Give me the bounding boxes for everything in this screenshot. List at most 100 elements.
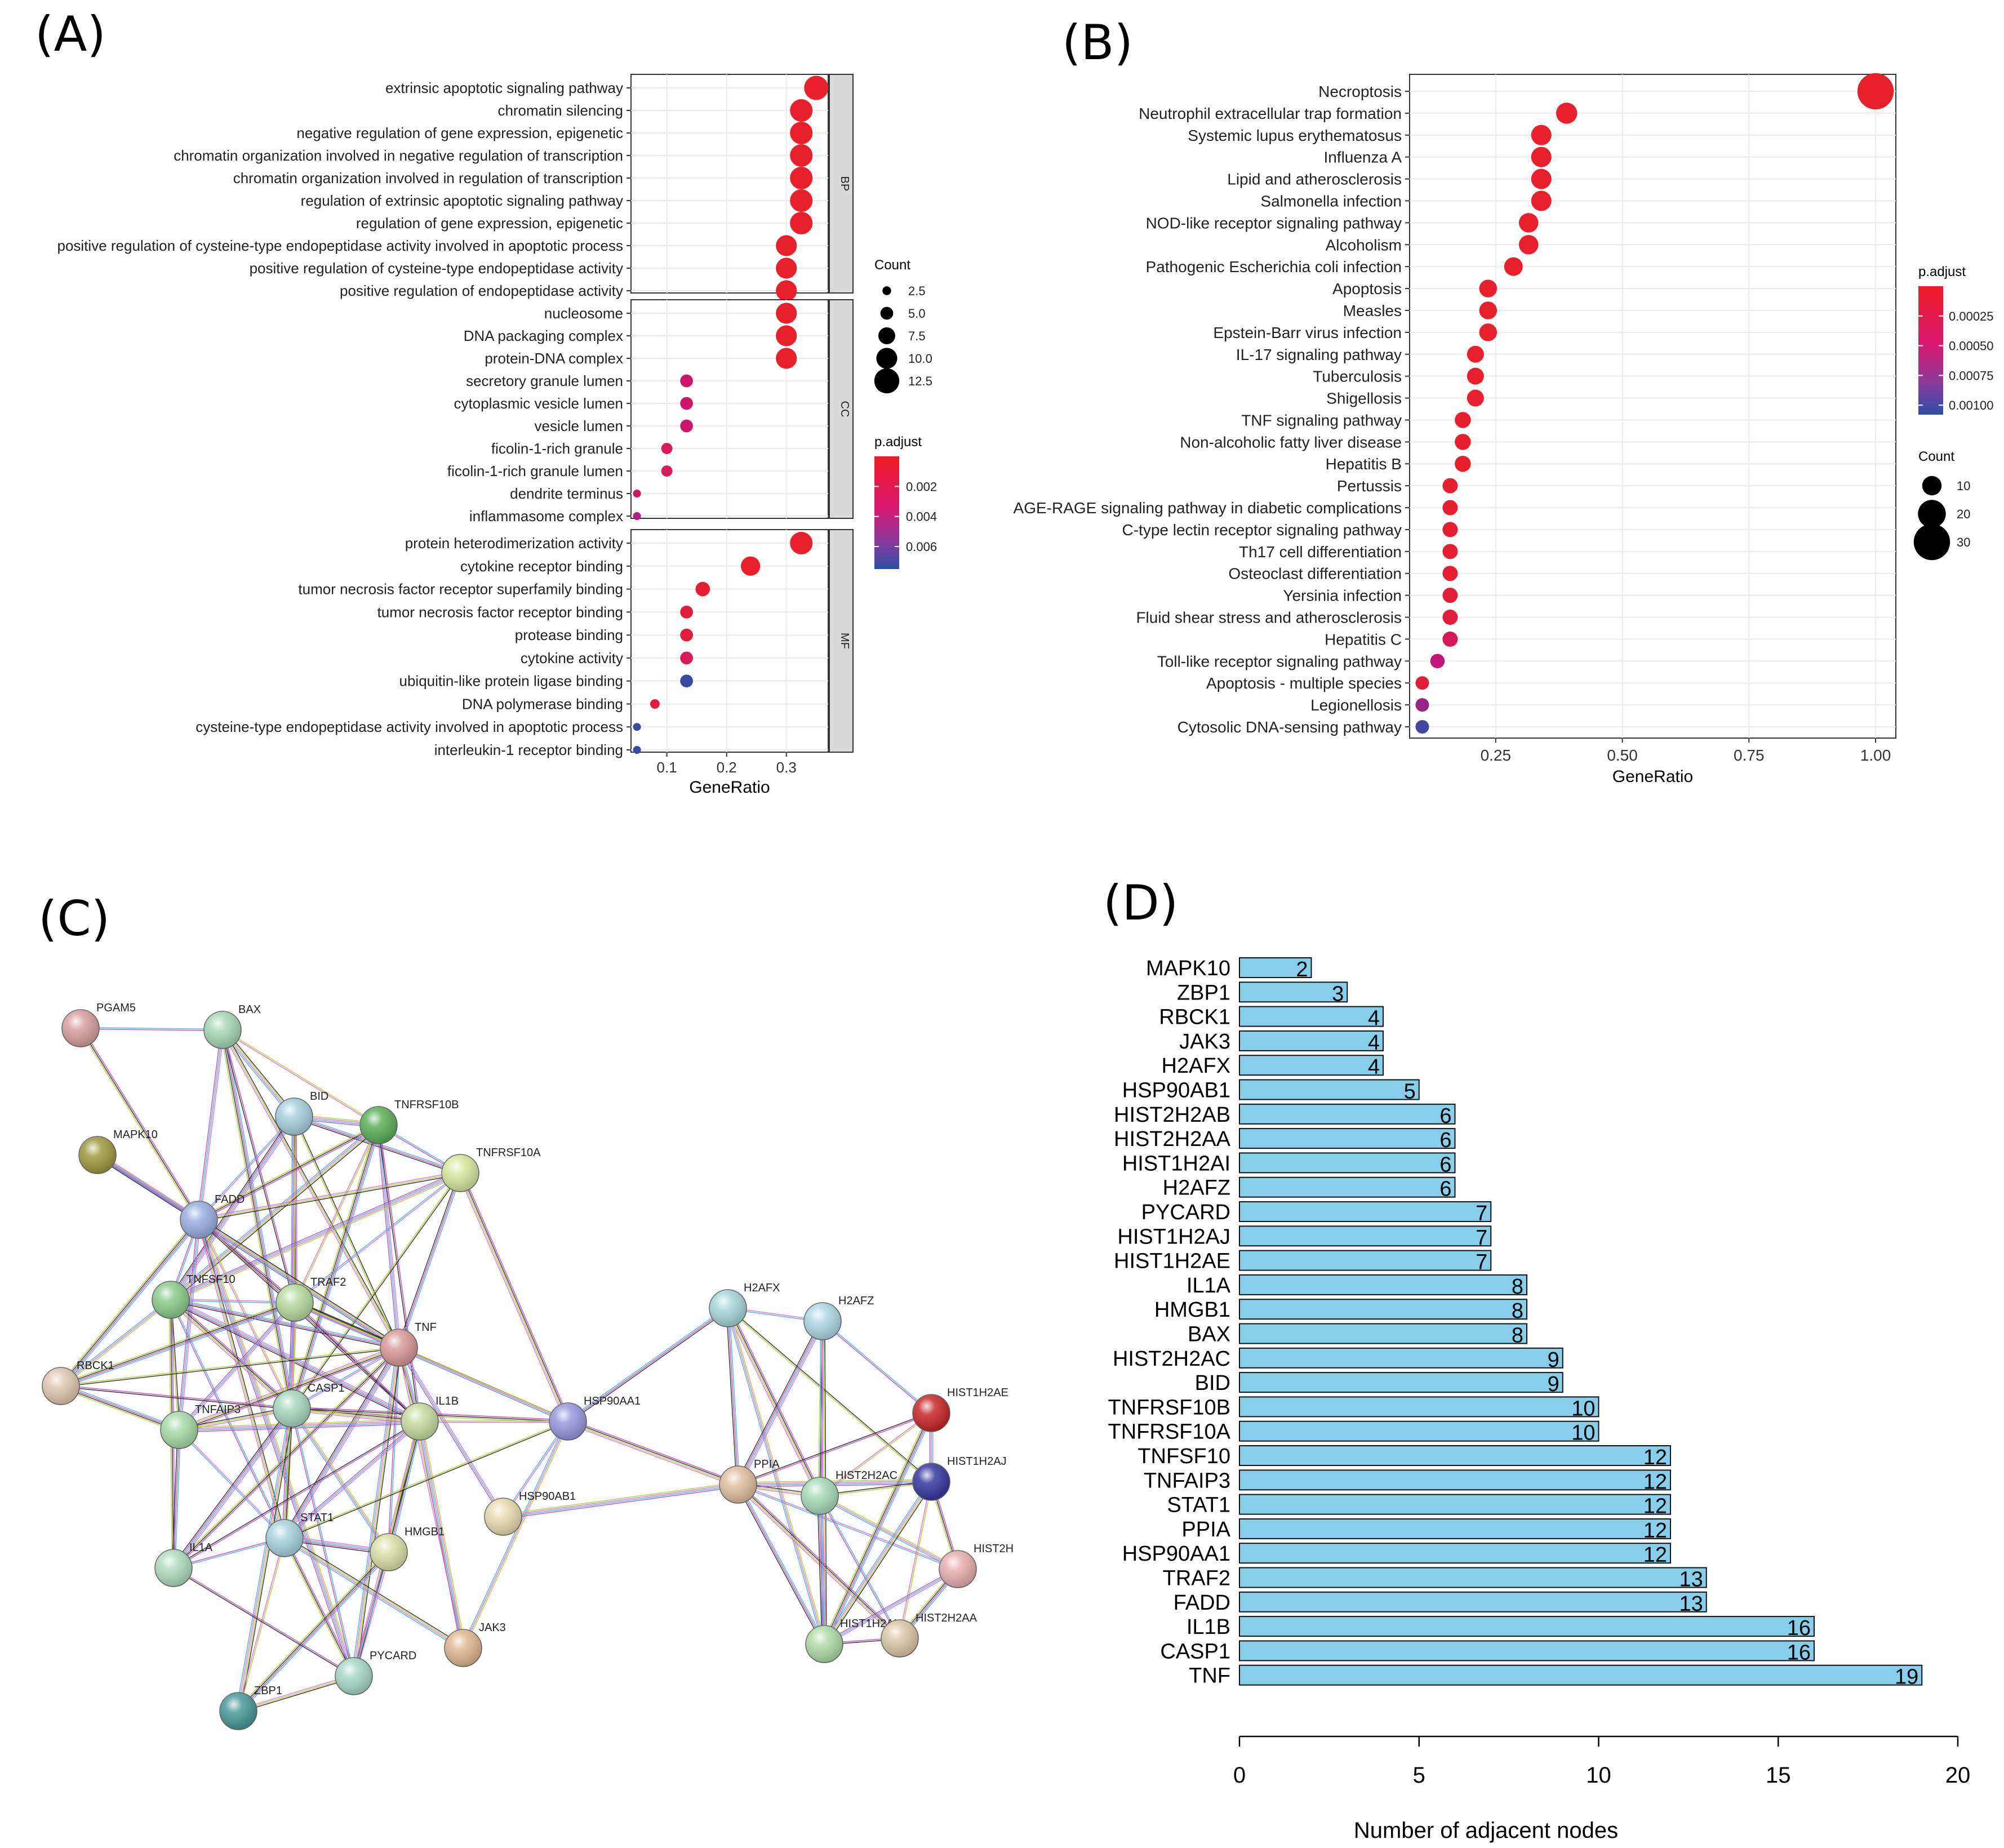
network-edge (171, 1126, 381, 1302)
network-edge (285, 1537, 464, 1648)
dot-yersinia-infection (1442, 588, 1458, 603)
dot-non-alcoholic-fatty-liver-disease (1455, 434, 1471, 450)
network-edge (728, 1308, 821, 1496)
dot-ficolin-1-rich-granule-lumen (661, 465, 673, 477)
term-label: chromatin organization involved in negat… (174, 147, 623, 164)
node-label-hist1h2ae: HIST1H2AE (947, 1387, 1008, 1399)
term-label: Apoptosis (1332, 280, 1402, 297)
node-shine (62, 1010, 99, 1047)
bar-bid (1239, 1372, 1563, 1393)
network-edge (171, 1429, 179, 1568)
bar-value-ppia: 12 (1643, 1519, 1667, 1543)
node-label-casp1: CASP1 (308, 1382, 345, 1394)
network-edge (171, 1299, 293, 1409)
bar-value-hist1h2ae: 7 (1476, 1251, 1487, 1274)
network-edge (351, 1347, 397, 1676)
network-edge (170, 1300, 399, 1350)
term-label: DNA packaging complex (464, 327, 623, 344)
term-label: interleukin-1 receptor binding (434, 741, 623, 758)
term-label: Toll-like receptor signaling pathway (1157, 652, 1402, 670)
facet-strip-label: BP (838, 176, 851, 192)
term-label: Systemic lupus erythematosus (1188, 127, 1402, 144)
network-edge (198, 1220, 420, 1423)
dot-nucleosome (776, 303, 797, 324)
bar-value-zbp1: 3 (1332, 982, 1344, 1006)
network-edge (291, 1172, 460, 1409)
network-edge (460, 1172, 569, 1421)
bar-value-casp1: 16 (1787, 1641, 1811, 1664)
network-edge (80, 1028, 223, 1032)
dot-regulation-of-extrinsic-apoptotic-signaling-pathway (790, 189, 813, 212)
term-label: NOD-like receptor signaling pathway (1146, 214, 1402, 232)
network-edge (175, 1409, 294, 1570)
term-label: extrinsic apoptotic signaling pathway (385, 79, 623, 96)
bar-value-stat1: 12 (1643, 1495, 1667, 1518)
legend-padj-colorbar (1918, 286, 1943, 415)
x-axis-title: GeneRatio (689, 778, 770, 797)
bar-casp1 (1239, 1640, 1815, 1662)
network-edge (389, 1348, 401, 1553)
bar-label-ppia: PPIA (1181, 1518, 1230, 1542)
dot-il-17-signaling-pathway (1467, 345, 1484, 363)
term-label: Neutrophil extracellular trap formation (1139, 105, 1402, 122)
term-label: Hepatitis B (1326, 455, 1402, 473)
bar-tnfrsf10b (1239, 1396, 1599, 1418)
term-label: Lipid and atherosclerosis (1227, 171, 1402, 188)
dot-tumor-necrosis-factor-receptor-superfamily-binding (695, 581, 710, 597)
bar-value-h2afz: 6 (1439, 1178, 1451, 1201)
dot-chromatin-silencing (790, 99, 813, 122)
network-edge (463, 1421, 568, 1649)
network-edge (240, 1409, 295, 1712)
bar-value-tnf: 19 (1895, 1665, 1918, 1689)
bar-pycard (1239, 1201, 1492, 1222)
network-edge (62, 1220, 201, 1388)
network-edge (294, 1172, 460, 1303)
network-edge (178, 1430, 285, 1539)
network-edge (97, 1154, 199, 1220)
term-label: nucleosome (544, 305, 623, 322)
term-label: Osteoclast differentiation (1228, 565, 1402, 583)
network-edge (824, 1482, 932, 1645)
bar-value-bid: 9 (1548, 1372, 1559, 1396)
network-edge (291, 1410, 420, 1424)
term-label: positive regulation of cysteine-type end… (57, 237, 623, 254)
bar-value-mapk10: 2 (1296, 958, 1308, 981)
network-edge (282, 1538, 353, 1677)
network-edge (737, 1412, 931, 1485)
network-edge (59, 1218, 198, 1385)
network-edge (283, 1539, 463, 1651)
term-label: protein-DNA complex (485, 350, 623, 367)
dot-osteoclast-differentiation (1442, 566, 1458, 581)
network-edge (900, 1482, 933, 1639)
bar-hist2h2aa (1239, 1128, 1456, 1149)
legend-count-label: 10 (1957, 479, 1970, 493)
bar-value-tnfrsf10b: 10 (1571, 1397, 1595, 1420)
network-edge (739, 1322, 825, 1486)
legend-count-label: 7.5 (908, 329, 926, 343)
dot-interleukin-1-receptor-binding (633, 746, 641, 754)
node-shine (370, 1534, 407, 1571)
legend-count-label: 30 (1957, 535, 1970, 549)
network-edge (291, 1408, 389, 1553)
panel-label-d: (D) (1103, 875, 1178, 931)
network-edge (224, 1029, 295, 1409)
network-edge (174, 1409, 293, 1569)
network-edge (200, 1219, 357, 1676)
panel-b-kegg-dotplot: Necroptosis Neutrophil extracellular trap… (1014, 73, 1994, 786)
network-edge (238, 1409, 294, 1712)
network-edge (567, 1423, 737, 1487)
network-edge (567, 1308, 728, 1422)
network-edge (378, 1125, 399, 1348)
network-edge (296, 1116, 297, 1303)
dot-secretory-granule-lumen (680, 374, 693, 388)
network-edge (179, 1429, 286, 1538)
bar-label-hmgb1: HMGB1 (1154, 1298, 1230, 1322)
legend-padj-label: 0.004 (906, 510, 937, 524)
network-edge (60, 1387, 179, 1433)
network-edge (464, 1421, 570, 1649)
network-edge (502, 1420, 568, 1517)
term-label: Epstein-Barr virus infection (1213, 324, 1402, 341)
bar-value-tnfrsf10a: 10 (1571, 1421, 1595, 1445)
term-label: tumor necrosis factor receptor binding (377, 603, 623, 620)
network-edge (61, 1300, 172, 1388)
